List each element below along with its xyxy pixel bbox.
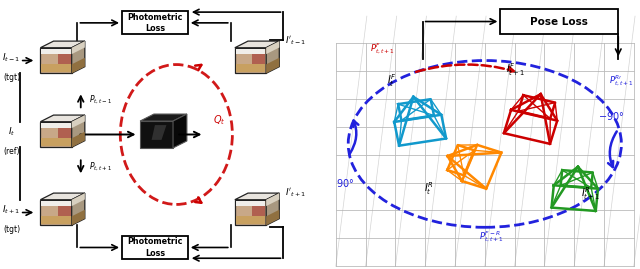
Polygon shape bbox=[58, 54, 70, 64]
Polygon shape bbox=[236, 64, 265, 72]
Text: $I'_{t-1}$: $I'_{t-1}$ bbox=[285, 34, 306, 47]
Polygon shape bbox=[58, 128, 70, 138]
Text: $I_{t+1}$: $I_{t+1}$ bbox=[3, 204, 20, 216]
Text: $P_{t,t-1}$: $P_{t,t-1}$ bbox=[89, 94, 112, 106]
Polygon shape bbox=[72, 41, 85, 73]
Polygon shape bbox=[42, 216, 70, 224]
Text: $I_{t+1}^F$: $I_{t+1}^F$ bbox=[506, 62, 525, 78]
Text: Photometric
Loss: Photometric Loss bbox=[127, 238, 182, 257]
Polygon shape bbox=[152, 125, 166, 140]
Text: Photometric
Loss: Photometric Loss bbox=[127, 13, 182, 33]
Polygon shape bbox=[72, 115, 85, 128]
Polygon shape bbox=[72, 132, 85, 147]
Polygon shape bbox=[235, 200, 266, 225]
Text: $I_t$: $I_t$ bbox=[8, 126, 15, 138]
Polygon shape bbox=[252, 54, 265, 64]
Polygon shape bbox=[266, 193, 279, 225]
Polygon shape bbox=[173, 114, 187, 148]
Polygon shape bbox=[235, 48, 266, 73]
Polygon shape bbox=[40, 41, 85, 48]
Polygon shape bbox=[72, 58, 85, 73]
Polygon shape bbox=[42, 138, 70, 146]
Polygon shape bbox=[140, 114, 187, 121]
Polygon shape bbox=[42, 64, 70, 72]
Polygon shape bbox=[42, 123, 70, 128]
Polygon shape bbox=[72, 210, 85, 225]
Text: $-90°$: $-90°$ bbox=[598, 110, 625, 122]
Polygon shape bbox=[236, 48, 265, 54]
Polygon shape bbox=[72, 193, 85, 225]
Polygon shape bbox=[58, 206, 70, 216]
Polygon shape bbox=[140, 121, 173, 148]
Polygon shape bbox=[266, 41, 279, 73]
Text: $90°$: $90°$ bbox=[336, 177, 354, 189]
Polygon shape bbox=[72, 41, 85, 54]
Polygon shape bbox=[266, 58, 279, 73]
Polygon shape bbox=[235, 41, 279, 48]
Polygon shape bbox=[266, 193, 279, 206]
Polygon shape bbox=[40, 122, 72, 147]
Polygon shape bbox=[40, 48, 72, 73]
Text: (tgt): (tgt) bbox=[3, 73, 20, 82]
Text: $I'_{t+1}$: $I'_{t+1}$ bbox=[285, 186, 306, 199]
Polygon shape bbox=[236, 201, 265, 206]
Text: $P_{t,t+1}$: $P_{t,t+1}$ bbox=[89, 161, 112, 174]
Text: $P_{t,t+1}^{R\prime}$: $P_{t,t+1}^{R\prime}$ bbox=[609, 73, 634, 88]
Text: $Q_t$: $Q_t$ bbox=[212, 113, 225, 127]
Text: $I_{t+1}^R$: $I_{t+1}^R$ bbox=[580, 185, 600, 202]
Text: $I_t^R$: $I_t^R$ bbox=[424, 180, 434, 197]
Text: (ref): (ref) bbox=[3, 147, 20, 156]
Text: $I_t^F$: $I_t^F$ bbox=[387, 72, 397, 89]
Polygon shape bbox=[266, 210, 279, 225]
Polygon shape bbox=[236, 216, 265, 224]
Polygon shape bbox=[72, 115, 85, 147]
Polygon shape bbox=[42, 201, 70, 206]
Bar bbox=[500, 9, 618, 34]
Text: $P_{t,t+1}^{F-R}$: $P_{t,t+1}^{F-R}$ bbox=[479, 229, 504, 244]
Polygon shape bbox=[252, 206, 265, 216]
Bar bbox=[122, 236, 188, 259]
Polygon shape bbox=[40, 115, 85, 122]
Polygon shape bbox=[72, 193, 85, 206]
Text: $I_{t-1}$: $I_{t-1}$ bbox=[3, 52, 20, 64]
Polygon shape bbox=[266, 41, 279, 54]
Polygon shape bbox=[42, 48, 70, 54]
Text: (tgt): (tgt) bbox=[3, 225, 20, 234]
Text: Pose Loss: Pose Loss bbox=[531, 16, 588, 27]
Bar bbox=[122, 12, 188, 34]
Text: $P_{t,t+1}^F$: $P_{t,t+1}^F$ bbox=[370, 41, 395, 56]
Polygon shape bbox=[40, 200, 72, 225]
Polygon shape bbox=[40, 193, 85, 200]
Polygon shape bbox=[235, 193, 279, 200]
